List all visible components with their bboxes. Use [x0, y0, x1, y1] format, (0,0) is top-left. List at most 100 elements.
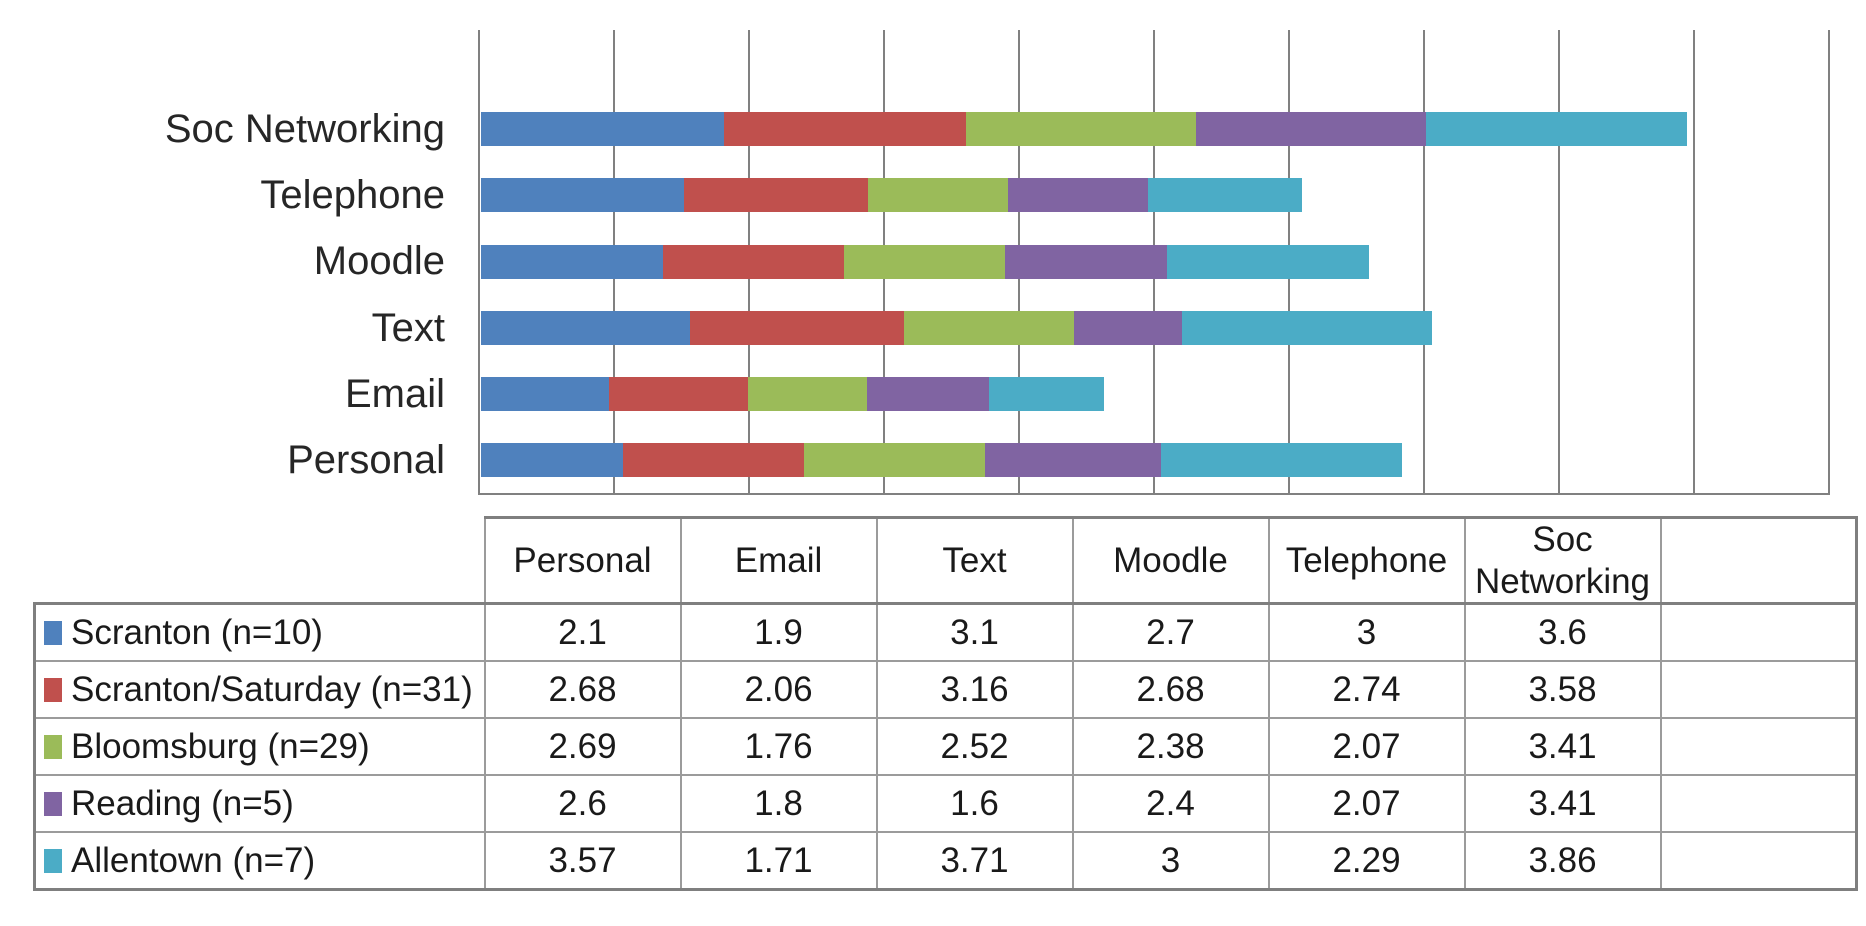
gridline — [1828, 30, 1830, 493]
column-header-empty — [1659, 516, 1858, 605]
table-cell-reading-n-5-personal: 2.6 — [483, 774, 682, 833]
bar-segment-bloomsburg-n-29-text — [903, 310, 1074, 345]
bar-segment-reading-n-5-moodle — [1004, 244, 1167, 279]
row-header-bloomsburg-n-29: Bloomsburg (n=29) — [33, 717, 486, 776]
column-header-text: Text — [875, 516, 1074, 605]
table-cell-reading-n-5-soc-networking: 3.41 — [1463, 774, 1662, 833]
table-cell-scranton-n-10-moodle: 2.7 — [1071, 602, 1270, 662]
table-cell-reading-n-5-moodle: 2.4 — [1071, 774, 1270, 833]
bar-segment-scranton-n-10-email — [481, 376, 610, 411]
table-cell-allentown-n-7-telephone: 2.29 — [1267, 831, 1466, 891]
bar-segment-allentown-n-7-moodle — [1166, 244, 1370, 279]
bar-segment-scranton-saturday-n-31-email — [609, 376, 749, 411]
table-cell-bloomsburg-n-29-telephone: 2.07 — [1267, 717, 1466, 776]
row-header-reading-n-5: Reading (n=5) — [33, 774, 486, 833]
bar-row-soc-networking — [481, 112, 1687, 147]
bar-segment-scranton-saturday-n-31-soc-networking — [724, 112, 966, 147]
bar-segment-reading-n-5-telephone — [1008, 178, 1148, 213]
table-cell-scranton-n-10-telephone: 3 — [1267, 602, 1466, 662]
bar-segment-scranton-n-10-personal — [481, 442, 623, 477]
row-header-allentown-n-7: Allentown (n=7) — [33, 831, 486, 891]
table-row-scranton-n-10: Scranton (n=10) 2.1 1.9 3.1 2.7 3 3.6 — [33, 602, 1858, 662]
table-cell-scranton-saturday-n-31-text: 3.16 — [875, 660, 1074, 719]
bar-row-email — [481, 376, 1105, 411]
table-cell-bloomsburg-n-29-moodle: 2.38 — [1071, 717, 1270, 776]
table-cell-reading-n-5-telephone: 2.07 — [1267, 774, 1466, 833]
table-row-reading-n-5: Reading (n=5) 2.6 1.8 1.6 2.4 2.07 3.41 — [33, 774, 1858, 833]
table-cell-scranton-n-10-email: 1.9 — [679, 602, 878, 662]
legend-swatch-scranton-n-10 — [44, 620, 62, 645]
row-header-scranton-n-10: Scranton (n=10) — [33, 602, 486, 662]
table-cell-allentown-n-7-personal: 3.57 — [483, 831, 682, 891]
category-label-telephone: Telephone — [260, 173, 445, 218]
bar-segment-scranton-n-10-telephone — [481, 178, 684, 213]
bar-segment-allentown-n-7-email — [988, 376, 1105, 411]
table-cell-allentown-n-7-soc-networking: 3.86 — [1463, 831, 1662, 891]
category-label-personal: Personal — [287, 437, 445, 482]
bar-segment-scranton-n-10-soc-networking — [481, 112, 724, 147]
row-label-text: Scranton/Saturday (n=31) — [71, 669, 473, 709]
bar-segment-bloomsburg-n-29-soc-networking — [965, 112, 1196, 147]
legend-swatch-allentown-n-7 — [44, 848, 62, 873]
bar-segment-allentown-n-7-text — [1181, 310, 1433, 345]
bar-row-text — [481, 310, 1433, 345]
bar-segment-reading-n-5-email — [867, 376, 989, 411]
bar-segment-scranton-saturday-n-31-moodle — [663, 244, 845, 279]
row-label-text: Scranton (n=10) — [71, 612, 323, 652]
table-cell-scranton-saturday-n-31-telephone: 2.74 — [1267, 660, 1466, 719]
bar-segment-bloomsburg-n-29-email — [748, 376, 868, 411]
legend-swatch-scranton-saturday-n-31 — [44, 677, 62, 702]
gridline — [1423, 30, 1425, 493]
table-cell-scranton-saturday-n-31-soc-networking: 3.58 — [1463, 660, 1662, 719]
bar-segment-bloomsburg-n-29-telephone — [868, 178, 1009, 213]
bar-segment-scranton-n-10-moodle — [481, 244, 664, 279]
column-header-email: Email — [679, 516, 878, 605]
table-cell-reading-n-5-email: 1.8 — [679, 774, 878, 833]
table-cell-bloomsburg-n-29-soc-networking: 3.41 — [1463, 717, 1662, 776]
stacked-bar-chart: Soc Networking Telephone Moodle Text Email Pe… — [165, 30, 1830, 495]
table-cell-allentown-n-7-empty — [1659, 831, 1858, 891]
table-cell-reading-n-5-text: 1.6 — [875, 774, 1074, 833]
row-label-text: Reading (n=5) — [71, 783, 294, 823]
table-cell-scranton-saturday-n-31-empty — [1659, 660, 1858, 719]
category-label-text: Text — [371, 305, 445, 350]
legend-swatch-bloomsburg-n-29 — [44, 734, 62, 759]
column-header-telephone: Telephone — [1267, 516, 1466, 605]
bar-segment-allentown-n-7-telephone — [1147, 178, 1303, 213]
table-cell-scranton-n-10-empty — [1659, 602, 1858, 662]
gridline — [478, 30, 480, 493]
bar-segment-reading-n-5-personal — [985, 442, 1161, 477]
column-header-soc-networking: Soc Networking — [1463, 516, 1662, 605]
table-cell-bloomsburg-n-29-text: 2.52 — [875, 717, 1074, 776]
bar-row-moodle — [481, 244, 1370, 279]
table-cell-bloomsburg-n-29-personal: 2.69 — [483, 717, 682, 776]
table-row-bloomsburg-n-29: Bloomsburg (n=29) 2.69 1.76 2.52 2.38 2.07 3.4… — [33, 717, 1858, 776]
bar-segment-reading-n-5-soc-networking — [1195, 112, 1426, 147]
bar-segment-bloomsburg-n-29-personal — [803, 442, 986, 477]
bar-segment-bloomsburg-n-29-moodle — [844, 244, 1005, 279]
table-row-scranton-saturday-n-31: Scranton/Saturday (n=31) 2.68 2.06 3.16 2.68… — [33, 660, 1858, 719]
column-header-moodle: Moodle — [1071, 516, 1270, 605]
table-cell-reading-n-5-empty — [1659, 774, 1858, 833]
table-cell-scranton-n-10-soc-networking: 3.6 — [1463, 602, 1662, 662]
column-header-personal: Personal — [483, 516, 682, 605]
bar-segment-scranton-saturday-n-31-telephone — [683, 178, 869, 213]
table-cell-bloomsburg-n-29-email: 1.76 — [679, 717, 878, 776]
table-cell-scranton-saturday-n-31-personal: 2.68 — [483, 660, 682, 719]
table-header-row: Personal Email Text Moodle Telephone Soc Netw… — [34, 516, 1858, 605]
row-label-text: Bloomsburg (n=29) — [71, 726, 370, 766]
table-cell-allentown-n-7-email: 1.71 — [679, 831, 878, 891]
table-corner-spacer — [34, 517, 485, 604]
x-axis-line — [478, 493, 1830, 495]
bar-segment-scranton-saturday-n-31-personal — [622, 442, 804, 477]
data-table: Personal Email Text Moodle Telephone Soc Netw… — [33, 516, 1858, 891]
plot-area — [478, 30, 1830, 495]
table-cell-scranton-saturday-n-31-email: 2.06 — [679, 660, 878, 719]
bar-segment-allentown-n-7-personal — [1160, 442, 1402, 477]
gridline — [1693, 30, 1695, 493]
table-cell-bloomsburg-n-29-empty — [1659, 717, 1858, 776]
table-cell-scranton-saturday-n-31-moodle: 2.68 — [1071, 660, 1270, 719]
row-header-scranton-saturday-n-31: Scranton/Saturday (n=31) — [33, 660, 486, 719]
table-row-allentown-n-7: Allentown (n=7) 3.57 1.71 3.71 3 2.29 3.86 — [33, 831, 1858, 891]
